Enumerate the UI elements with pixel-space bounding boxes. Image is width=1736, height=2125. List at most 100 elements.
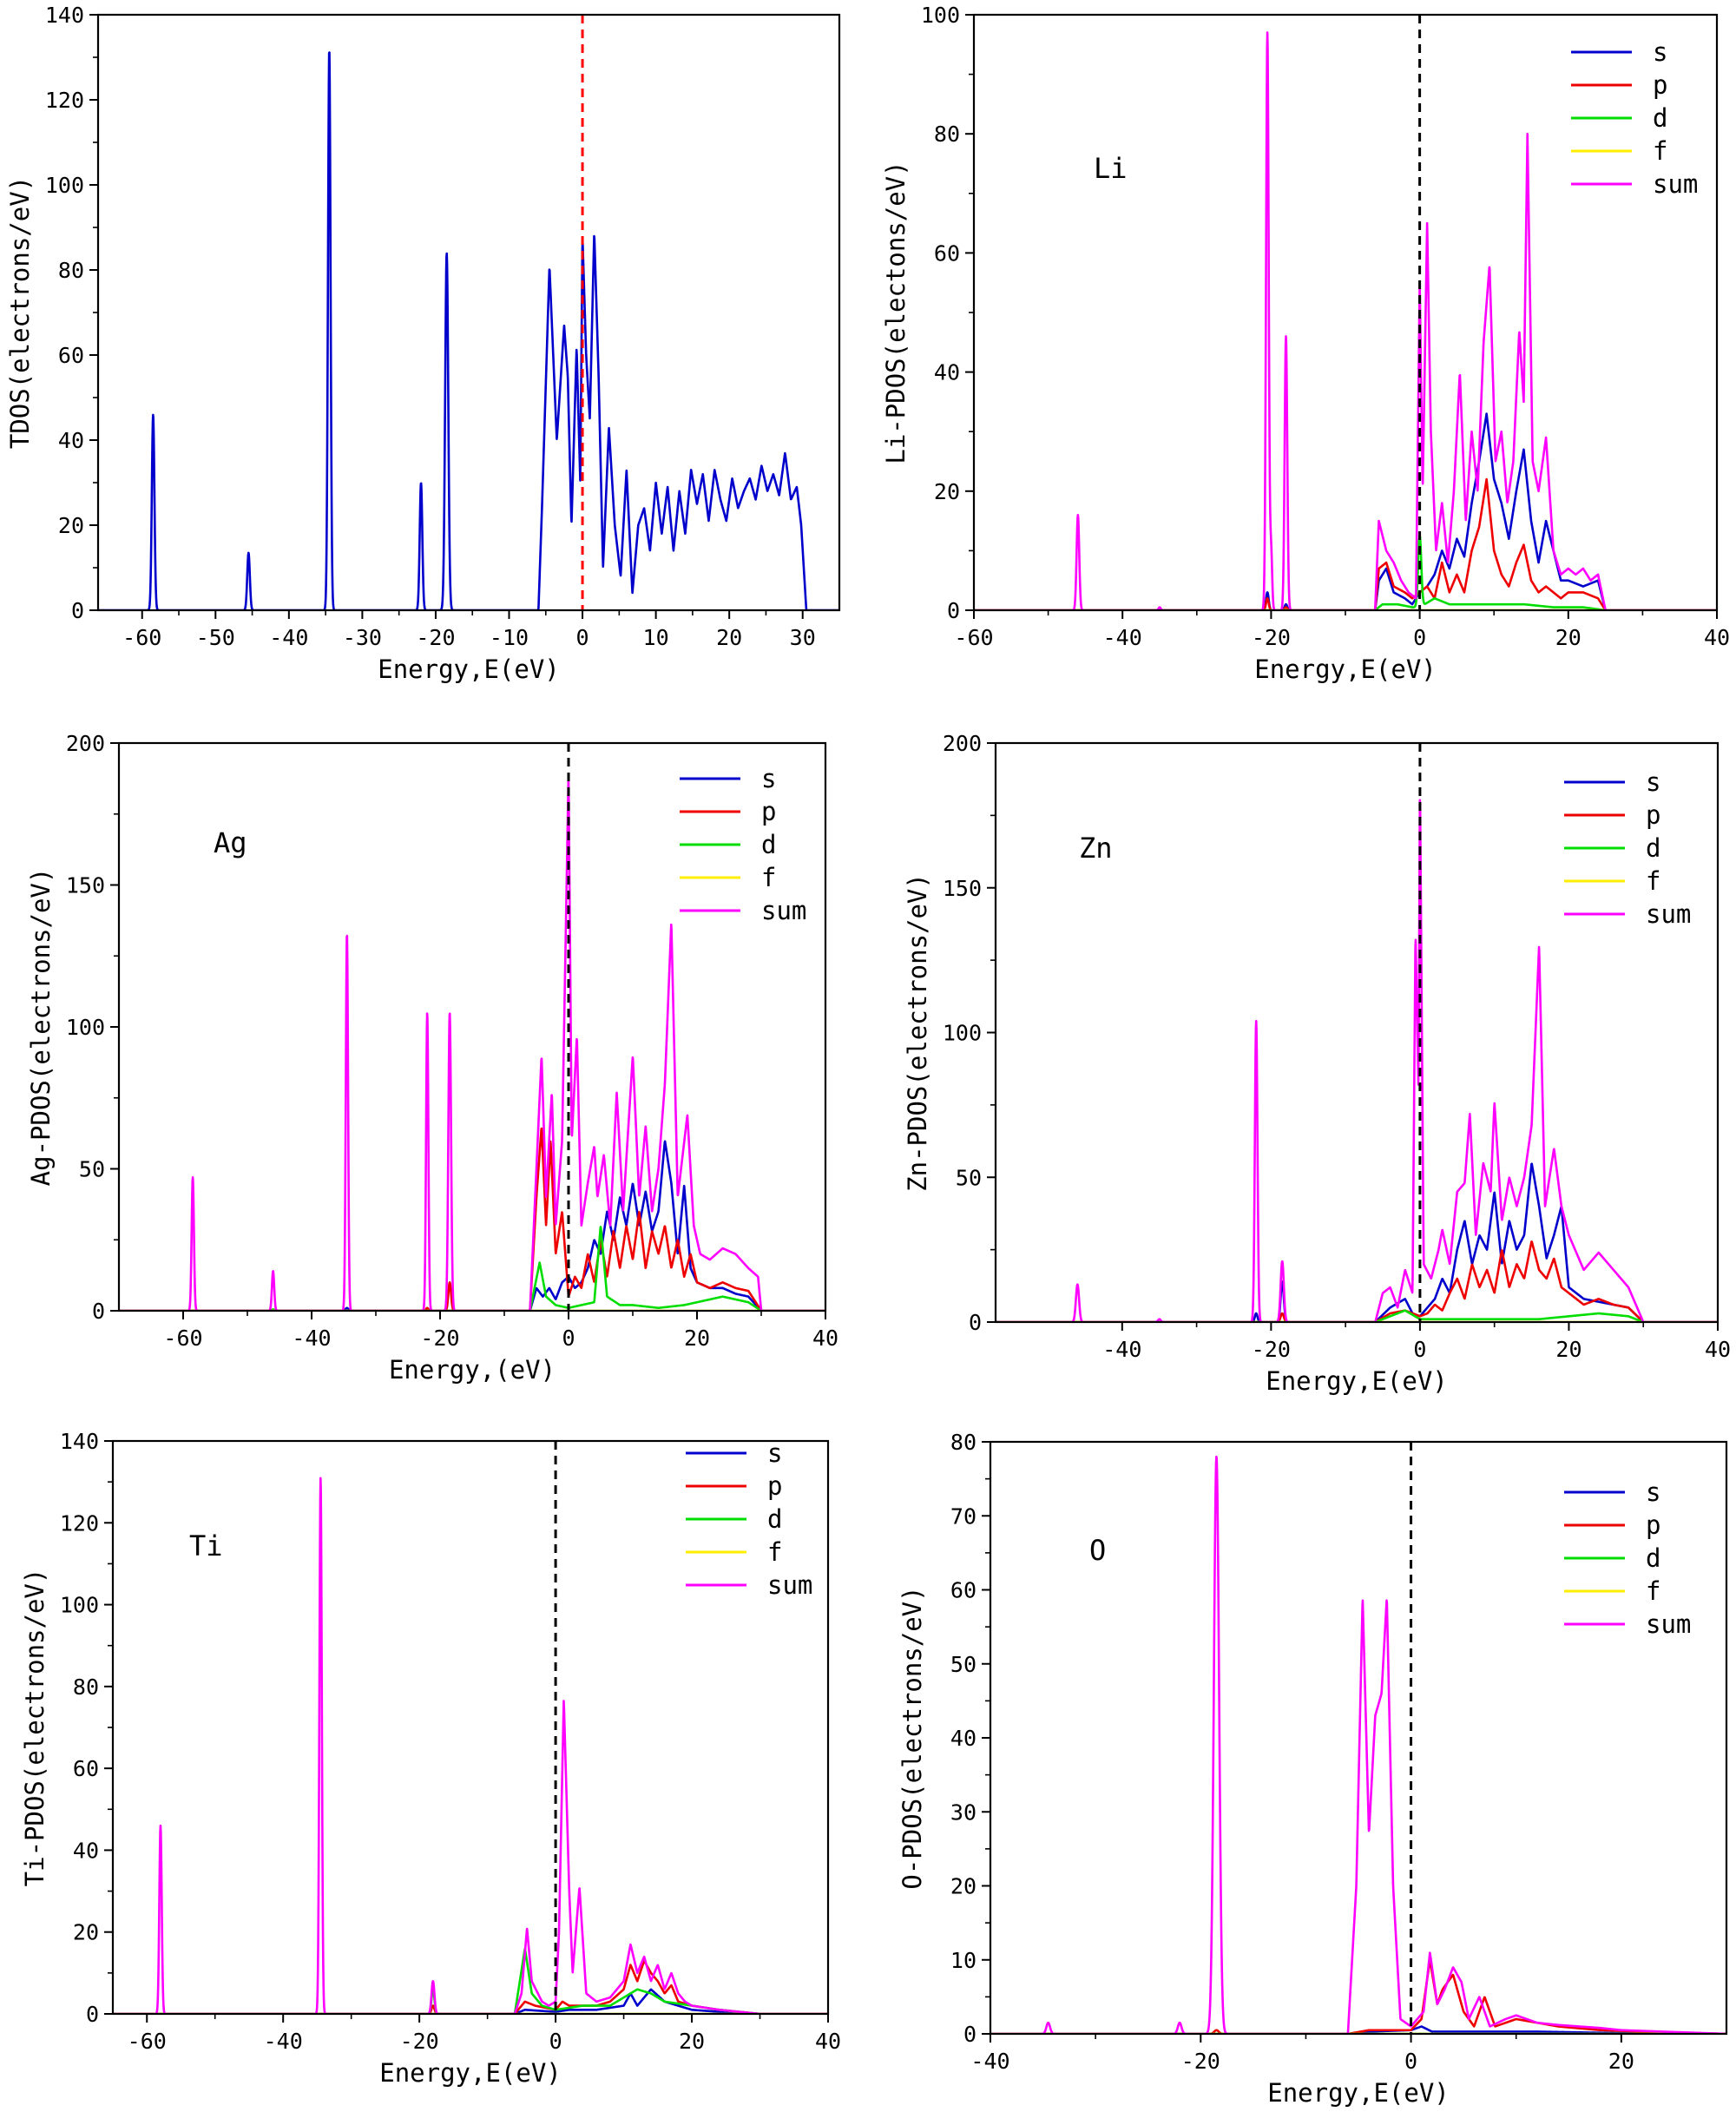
legend-label-d: d <box>767 1504 782 1534</box>
y-tick-label: 20 <box>950 1874 976 1899</box>
element-label: Zn <box>1079 832 1113 865</box>
x-tick-label: -50 <box>196 625 235 650</box>
x-tick-label: -40 <box>970 2049 1009 2074</box>
y-tick-label: 0 <box>969 1310 982 1335</box>
panel-zn-pdos: -40 -20 0 20 40 0 50 100 150 200 Energy,E(eV) Zn-PD… <box>903 731 1731 1396</box>
legend-label-f: f <box>1653 136 1667 166</box>
legend-label-d: d <box>761 830 776 859</box>
legend-label-p: p <box>761 797 776 826</box>
series-line-p <box>990 1958 1726 2034</box>
x-tick-label: 0 <box>562 1326 575 1351</box>
plot-area <box>990 1455 1726 2034</box>
y-tick-label: 100 <box>45 173 84 198</box>
y-tick-label: 40 <box>73 1838 99 1863</box>
legend-label-d: d <box>1653 103 1667 133</box>
x-tick-label: 0 <box>1413 625 1426 650</box>
x-tick-label: -20 <box>420 1326 459 1351</box>
x-tick-label: 0 <box>576 625 589 650</box>
x-tick-label: 10 <box>643 625 669 650</box>
y-tick-label: 200 <box>943 731 982 756</box>
y-tick-label: 150 <box>943 876 982 901</box>
legend-label-f: f <box>761 863 776 892</box>
y-tick-label: 10 <box>950 1948 976 1973</box>
y-tick-label: 80 <box>934 122 960 147</box>
x-axis-title: Energy,E(eV) <box>379 2058 562 2088</box>
series-line-s <box>996 1162 1718 1322</box>
legend-label-sum: sum <box>761 896 806 925</box>
x-tick-label: 20 <box>1608 2049 1634 2074</box>
series-line-d <box>974 534 1717 610</box>
x-tick-label: 40 <box>1704 625 1730 650</box>
legend-label-s: s <box>761 764 776 793</box>
y-tick-label: 40 <box>950 1726 976 1751</box>
x-tick-label: -40 <box>1103 625 1142 650</box>
x-tick-label: -20 <box>400 2029 439 2054</box>
legend-label-p: p <box>1646 800 1660 830</box>
x-tick-label: 40 <box>815 2029 841 2054</box>
y-tick-label: 60 <box>950 1578 976 1603</box>
x-tick-label: -20 <box>416 625 455 650</box>
x-tick-label: 0 <box>1404 2049 1417 2074</box>
x-tick-label: -60 <box>163 1326 202 1351</box>
y-tick-label: 60 <box>934 240 960 266</box>
y-tick-label: 20 <box>934 479 960 504</box>
legend-label-s: s <box>1646 767 1660 797</box>
y-axis-title: Ti-PDOS(electrons/eV) <box>20 1569 49 1887</box>
x-axis-title: Energy,E(eV) <box>1267 2078 1450 2108</box>
legend-label-f: f <box>767 1537 782 1567</box>
x-tick-label: -20 <box>1181 2049 1220 2074</box>
series-line-p <box>996 1240 1718 1322</box>
x-tick-label: 0 <box>1413 1337 1426 1362</box>
series-line-p <box>974 477 1717 610</box>
plot-area <box>98 51 839 610</box>
legend-label-s: s <box>1653 37 1667 67</box>
y-tick-label: 30 <box>950 1799 976 1825</box>
plot-area <box>996 799 1718 1322</box>
series-line-tdos <box>98 51 839 610</box>
y-tick-label: 50 <box>950 1652 976 1677</box>
x-tick-label: -30 <box>343 625 382 650</box>
panel-o-pdos: -40 -20 0 20 0 10 20 30 40 50 60 70 80 Energy,E(eV) O-… <box>898 1430 1728 2108</box>
y-tick-label: 80 <box>950 1430 976 1455</box>
series-line-d <box>119 1226 825 1311</box>
x-tick-label: 40 <box>812 1326 838 1351</box>
legend-label-p: p <box>1646 1510 1660 1540</box>
y-tick-label: 50 <box>79 1157 105 1182</box>
x-tick-label: -60 <box>122 625 161 650</box>
x-tick-label: 20 <box>1555 1337 1581 1362</box>
x-axis-title: Energy,(eV) <box>389 1355 556 1385</box>
series-line-sum <box>974 31 1717 610</box>
x-tick-label: 20 <box>679 2029 705 2054</box>
y-tick-label: 100 <box>66 1015 105 1040</box>
x-tick-label: -20 <box>1252 1337 1291 1362</box>
panel-ti-pdos: -60 -40 -20 0 20 40 0 20 40 60 80 100 120 140 Energy,E… <box>20 1429 841 2088</box>
x-axis-title: Energy,E(eV) <box>1266 1366 1448 1396</box>
panel-li-pdos: -60 -40 -20 0 20 40 0 20 40 60 80 100 Energy,E(eV) Li… <box>881 3 1730 684</box>
y-tick-label: 150 <box>66 873 105 898</box>
series-line-p <box>119 1127 825 1311</box>
series-line-d <box>996 1309 1718 1322</box>
y-axis-title: Li-PDOS(electons/eV) <box>881 161 911 464</box>
y-tick-label: 100 <box>921 3 960 28</box>
y-tick-label: 20 <box>58 513 84 538</box>
y-tick-label: 100 <box>60 1593 99 1618</box>
panel-ag-pdos: -60 -40 -20 0 20 40 0 50 100 150 200 Energy,(eV) Ag-… <box>26 731 838 1385</box>
legend-label-d: d <box>1646 833 1660 863</box>
series-line-sum <box>990 1455 1726 2034</box>
legend-label-p: p <box>1653 70 1667 100</box>
x-tick-label: -10 <box>490 625 529 650</box>
panel-tdos: -60 -50 -40 -30 -20 -10 0 10 20 30 0 20 40 60 80 100 120… <box>5 3 841 684</box>
plot-area <box>119 774 825 1311</box>
x-tick-label: 30 <box>790 625 816 650</box>
y-tick-label: 100 <box>943 1021 982 1046</box>
y-tick-label: 60 <box>73 1756 99 1781</box>
element-label: Ag <box>214 826 247 859</box>
y-tick-label: 200 <box>66 731 105 756</box>
legend-label-sum: sum <box>767 1570 812 1600</box>
